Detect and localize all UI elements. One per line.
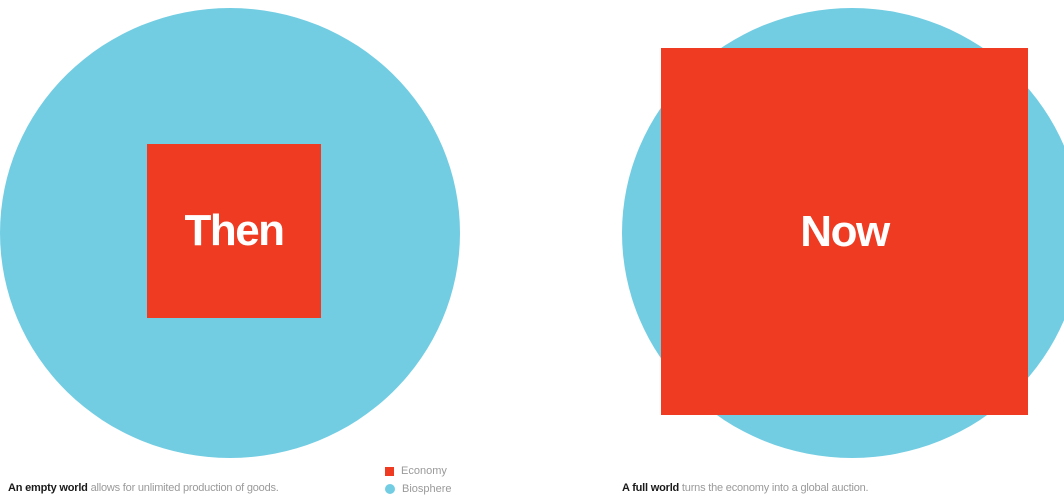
now-label: Now	[800, 206, 890, 256]
legend: Economy Biosphere	[385, 462, 452, 498]
now-caption-rest: turns the economy into a global auction.	[679, 482, 869, 494]
legend-biosphere-label: Biosphere	[402, 483, 452, 495]
then-caption: An empty world allows for unlimited prod…	[8, 482, 279, 494]
legend-economy-label: Economy	[401, 465, 447, 477]
economy-swatch-icon	[385, 466, 394, 476]
now-panel: Now A full world turns the economy into …	[532, 0, 1064, 501]
biosphere-swatch-icon	[385, 484, 395, 494]
then-label: Then	[184, 206, 285, 255]
now-caption: A full world turns the economy into a gl…	[622, 482, 869, 494]
legend-item-biosphere: Biosphere	[385, 480, 452, 498]
economy-square-then: Then	[147, 144, 321, 318]
legend-item-economy: Economy	[385, 462, 452, 480]
then-caption-lead: An empty world	[8, 482, 88, 494]
then-caption-rest: allows for unlimited production of goods…	[87, 482, 279, 494]
then-panel: Then An empty world allows for unlimited…	[0, 8, 460, 498]
now-caption-lead: A full world	[622, 482, 680, 494]
economy-square-now: Now	[661, 48, 1028, 415]
